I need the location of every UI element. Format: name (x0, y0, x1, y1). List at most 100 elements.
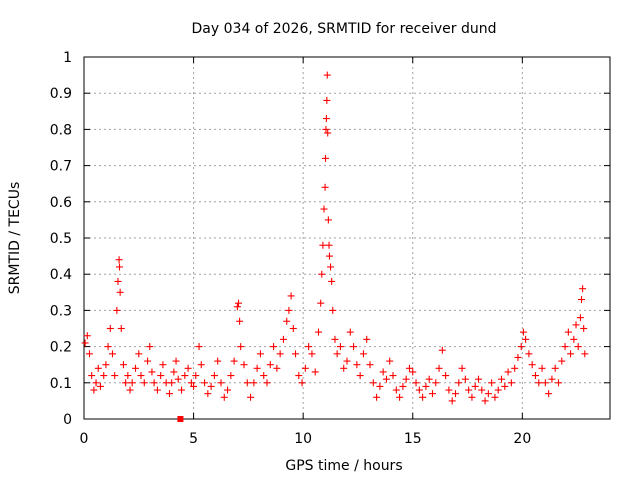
data-point (295, 372, 303, 380)
y-tick-label: 0.3 (50, 303, 72, 319)
data-point (116, 288, 124, 296)
data-point (579, 285, 587, 293)
data-point (94, 364, 102, 372)
data-point (279, 335, 287, 343)
y-tick-label: 0.2 (50, 340, 72, 356)
data-point (522, 335, 530, 343)
data-point (570, 335, 578, 343)
data-point (197, 361, 205, 369)
data-point (132, 364, 140, 372)
data-point (350, 343, 358, 351)
x-tick-label: 0 (80, 431, 89, 447)
data-point (273, 364, 281, 372)
data-point (128, 379, 136, 387)
data-point (399, 382, 407, 390)
data-point (471, 382, 479, 390)
data-point (504, 368, 512, 376)
data-point (119, 361, 127, 369)
data-point (366, 361, 374, 369)
data-point (227, 372, 235, 380)
data-point (419, 393, 427, 401)
data-point (172, 357, 180, 365)
x-tick-label: 10 (294, 431, 312, 447)
data-point (491, 393, 499, 401)
data-point (187, 379, 195, 387)
data-point (283, 317, 291, 325)
data-point (168, 379, 176, 387)
data-point (317, 299, 325, 307)
data-point (181, 372, 189, 380)
data-point (572, 321, 580, 329)
data-point (392, 386, 400, 394)
data-point (237, 343, 245, 351)
data-point (106, 325, 114, 332)
data-point (253, 364, 261, 372)
y-tick-label: 0.5 (50, 231, 72, 247)
data-point (578, 296, 586, 304)
data-point (333, 350, 341, 358)
data-point (346, 328, 354, 336)
y-tick-label: 0.1 (50, 376, 72, 392)
data-point (102, 361, 110, 369)
data-point (159, 361, 167, 369)
data-point (396, 393, 404, 401)
data-point (192, 372, 200, 380)
data-point (567, 350, 575, 358)
data-point (455, 379, 463, 387)
data-point (576, 314, 584, 322)
data-point (458, 364, 466, 372)
data-point (318, 270, 326, 278)
data-point (519, 328, 527, 336)
data-point (481, 397, 489, 405)
data-point (507, 379, 515, 387)
data-point (233, 303, 241, 311)
data-point (325, 252, 333, 260)
data-point (432, 379, 440, 387)
data-point (328, 277, 336, 285)
y-tick-label: 0.6 (50, 195, 72, 211)
data-point (548, 375, 556, 383)
data-point (336, 343, 344, 351)
data-point (320, 205, 328, 213)
data-point (564, 328, 572, 336)
data-point (230, 357, 238, 365)
data-point (150, 379, 158, 387)
data-point (468, 393, 476, 401)
data-point (90, 386, 98, 394)
data-point (321, 183, 329, 191)
data-point (289, 325, 297, 332)
data-point (545, 390, 553, 398)
data-point (343, 357, 351, 365)
data-point (386, 357, 394, 365)
data-point (195, 343, 203, 351)
data-point (409, 368, 417, 376)
data-point (461, 375, 469, 383)
data-point (263, 379, 271, 387)
data-point (201, 379, 209, 387)
data-point (376, 382, 384, 390)
data-point (448, 397, 456, 405)
data-point (115, 256, 123, 264)
data-point (210, 372, 218, 380)
chart-title: Day 034 of 2026, SRMTID for receiver dun… (192, 21, 497, 37)
data-point (92, 379, 100, 387)
data-point (415, 386, 423, 394)
data-point (100, 372, 108, 380)
data-point (308, 350, 316, 358)
data-point (322, 125, 330, 133)
data-point (517, 343, 525, 351)
data-point (422, 382, 430, 390)
data-point (359, 350, 367, 358)
data-point (525, 350, 533, 358)
data-point (301, 364, 309, 372)
data-point (135, 350, 143, 358)
data-point (220, 393, 228, 401)
data-point (217, 379, 225, 387)
data-point (240, 361, 248, 369)
data-point (291, 350, 299, 358)
data-point (114, 277, 122, 285)
data-point (484, 390, 492, 398)
data-point (356, 372, 364, 380)
y-tick-label: 0.4 (50, 267, 72, 283)
